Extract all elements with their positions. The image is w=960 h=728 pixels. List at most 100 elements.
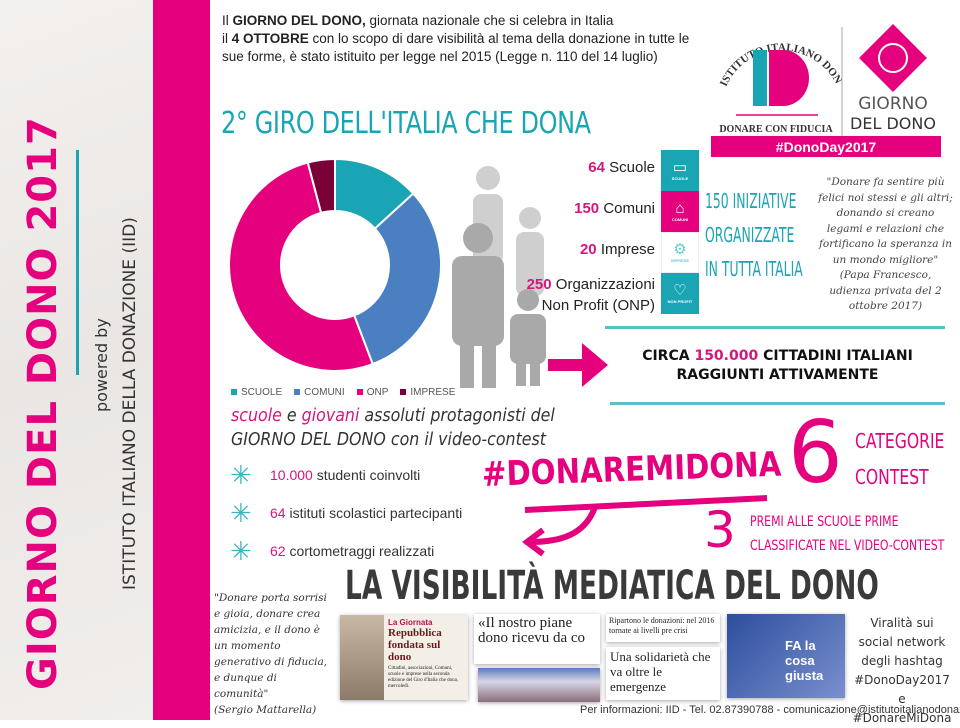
iniziative-text: 150 INIZIATIVE ORGANIZZATE IN TUTTA ITAL…	[705, 184, 803, 286]
prizes-label: PREMI ALLE SCUOLE PRIME CLASSIFICATE NEL …	[750, 510, 944, 558]
stat-scuole: 64 Scuole	[588, 159, 655, 176]
bullet-item: ✳ 64 istituti scolastici partecipanti	[230, 498, 462, 528]
chart-legend: SCUOLE COMUNI ONP IMPRESE	[231, 387, 455, 398]
papa-quote: "Donare fa sentire più felici noi stessi…	[818, 175, 953, 315]
logo-del-dono: DEL DONO	[850, 114, 936, 133]
bullet-number: 62	[270, 543, 286, 559]
donut-chart	[228, 157, 442, 372]
prizes-line: PREMI ALLE SCUOLE PRIME	[750, 514, 899, 530]
iniziative-line: IN TUTTA ITALIA	[705, 257, 803, 281]
bullet-number: 10.000	[270, 467, 313, 483]
footer-contact: Per informazioni: IID - Tel. 02.87390788…	[580, 704, 960, 716]
press-clipping: «Il nostro piane dono ricevu da co	[474, 614, 600, 664]
clip-headline: Repubblica fondata sul dono	[388, 627, 442, 663]
heading-word: scuole	[231, 405, 282, 426]
legend-item: IMPRESE	[400, 387, 455, 398]
giorno-del-dono-emblem	[859, 24, 927, 92]
logo-monogram-d	[769, 50, 809, 106]
clip-kicker: La Giornata	[388, 618, 433, 627]
quote-text: "Donare porta sorrisi e gioia, donare cr…	[214, 592, 328, 700]
stat-label: Scuole	[609, 159, 655, 176]
intro-text-part: giornata nazionale che si celebra in Ita…	[365, 13, 614, 28]
divider	[610, 402, 945, 405]
prizes-line: CLASSIFICATE NEL VIDEO-CONTEST	[750, 538, 945, 554]
legend-swatch	[294, 389, 301, 396]
stat-label: Non Profit (ONP)	[541, 297, 655, 314]
bullet-text: studenti coinvolti	[312, 467, 421, 483]
legend-swatch	[231, 389, 237, 396]
asterisk-icon: ✳	[230, 498, 252, 528]
intro-text-part: con lo scopo di dare visibilità al tema …	[222, 31, 690, 64]
legend-item: ONP	[356, 387, 389, 398]
stat-number: 150	[574, 200, 600, 217]
quote-text: "Donare fa sentire più felici noi stessi…	[818, 176, 953, 266]
stat-onp: 250 Organizzazioni Non Profit (ONP)	[527, 274, 655, 316]
legend-item: SCUOLE	[231, 387, 282, 398]
intro-text-part: il	[222, 31, 232, 46]
stat-number: 20	[579, 241, 597, 258]
bullet-item: ✳ 62 cortometraggi realizzati	[230, 538, 435, 564]
divider	[605, 326, 945, 329]
press-clipping: Una solidarietà che va oltre le emergenz…	[606, 647, 720, 700]
curved-arrow-icon	[522, 495, 768, 557]
banner-title: GIORNO DEL DONO 2017	[20, 116, 66, 690]
divider	[76, 150, 79, 375]
mattarella-quote: "Donare porta sorrisi e gioia, donare cr…	[214, 590, 332, 718]
prizes-number: 3	[704, 501, 736, 559]
tv-photo	[478, 668, 600, 702]
press-clipping: Ripartono le donazioni: nel 2016 tornate…	[606, 614, 720, 642]
iniziative-line: 150 INIZIATIVE	[705, 189, 797, 213]
categories-number: 6	[788, 403, 843, 503]
citizens-reached: CIRCA 150.000 CITTADINI ITALIANI RAGGIUN…	[610, 347, 945, 385]
circa-text: CIRCA	[642, 348, 695, 364]
icon-caption: IMPRESE	[670, 258, 689, 263]
heart-icon: ♡ NON PROFIT	[661, 273, 699, 314]
tv-photo: FA la cosa giusta	[727, 614, 845, 698]
intro-bold: 4 OTTOBRE	[231, 31, 309, 46]
iniziative-line: ORGANIZZATE	[705, 223, 795, 247]
heading-word: assoluti protagonisti del	[359, 405, 555, 426]
media-section-title: LA VISIBILITÀ MEDIATICA DEL DONO	[345, 563, 879, 609]
legend-label: SCUOLE	[241, 387, 283, 398]
contest-hashtag: #DONAREMIDONA	[481, 444, 782, 495]
powered-by: powered by	[92, 318, 111, 412]
donut-slice-comuni	[352, 192, 442, 366]
building-icon: ⌂ COMUNI	[661, 191, 699, 232]
stat-comuni: 150 Comuni	[574, 200, 655, 217]
icon-caption: NON PROFIT	[667, 299, 693, 304]
categories-label: CATEGORIE CONTEST	[855, 423, 944, 495]
heading-line: GIORNO DEL DONO con il video-contest	[231, 429, 547, 450]
bullet-text: cortometraggi realizzati	[285, 543, 435, 559]
legend-label: ONP	[366, 387, 389, 398]
stat-label: Imprese	[600, 241, 655, 258]
donut-slice-imprese	[306, 157, 336, 215]
legend-label: COMUNI	[304, 387, 345, 398]
legend-swatch	[400, 389, 407, 396]
stat-number: 64	[588, 159, 605, 176]
stat-imprese: 20 Imprese	[580, 241, 655, 258]
clip-body: Cittadini, associazioni, Comuni, scuole …	[388, 666, 459, 689]
clip-text: FA la cosa giusta	[785, 638, 824, 683]
categories-line: CONTEST	[855, 465, 929, 489]
logo: ISTITUTO ITALIANO DONAZIONE DONARE CON F…	[702, 3, 946, 157]
legend-swatch	[356, 389, 363, 396]
intro-bold: GIORNO DEL DONO,	[232, 13, 366, 28]
logo-hashtag: #DonoDay2017	[776, 139, 877, 155]
circa-text: CITTADINI ITALIANI	[758, 348, 913, 364]
icon-caption: SCUOLE	[671, 176, 689, 181]
gears-icon: ⚙ IMPRESE	[661, 232, 699, 273]
legend-label: IMPRESE	[410, 387, 456, 398]
bullet-item: ✳ 10.000 studenti coinvolti	[230, 460, 421, 490]
asterisk-icon: ✳	[230, 460, 252, 490]
video-contest-heading: scuole e giovani assoluti protagonisti d…	[231, 404, 555, 452]
book-icon: ▭ SCUOLE	[661, 150, 699, 191]
circa-text: RAGGIUNTI ATTIVAMENTE	[676, 367, 879, 383]
stat-label: Comuni	[603, 200, 655, 217]
pink-stripe	[153, 0, 210, 720]
quote-source: (Sergio Mattarella)	[214, 704, 317, 716]
categories-line: CATEGORIE	[855, 429, 945, 453]
people-icon	[452, 166, 546, 388]
legend-item: COMUNI	[294, 387, 345, 398]
stat-number: 250	[526, 276, 552, 293]
quote-source: (Papa Francesco, udienza privata del 2 o…	[829, 269, 942, 312]
